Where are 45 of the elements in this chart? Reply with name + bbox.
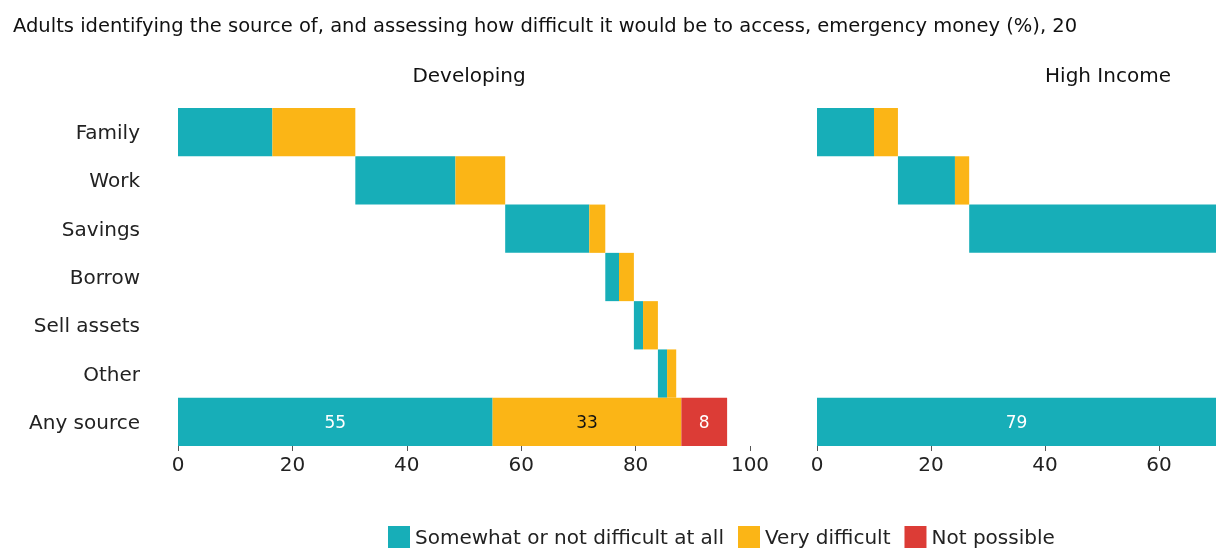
bar (589, 204, 606, 253)
bar (633, 301, 644, 350)
bar (897, 156, 955, 205)
bar (643, 301, 658, 350)
y-tick-label: Work (89, 168, 141, 193)
legend-label: Very difficult (764, 525, 891, 549)
y-tick-label: Any source (29, 409, 140, 434)
bar (817, 108, 874, 157)
bar (272, 108, 356, 157)
bar (505, 204, 590, 253)
bar (455, 156, 506, 205)
bar (619, 252, 634, 302)
bar (178, 397, 493, 446)
x-tick-label: 80 (622, 452, 649, 476)
y-tick-label: Savings (61, 216, 140, 241)
chart-title: High Income (1045, 63, 1171, 87)
x-tick-label: 20 (279, 452, 306, 476)
x-tick-label: 40 (1032, 452, 1058, 476)
x-tick-label: 40 (394, 452, 420, 476)
x-tick-label: 0 (810, 452, 824, 476)
data-label: 8 (698, 411, 710, 432)
bar (954, 156, 970, 205)
x-tick-label: 20 (918, 452, 944, 476)
chart-subtitle: Developing (412, 63, 526, 87)
bar (605, 252, 620, 302)
x-tick-label: 60 (1146, 452, 1172, 476)
data-label: 33 (576, 411, 598, 432)
bar (178, 108, 273, 157)
bar (874, 108, 898, 157)
y-tick-label: Family (75, 120, 141, 145)
data-label: 79 (1005, 411, 1028, 432)
chart-title: Adults identifying the source of, and assessing how difficult it would be to access, emergency money (%), 20 (13, 13, 1078, 37)
bar (681, 397, 728, 446)
x-tick-label: 100 (730, 452, 770, 476)
x-tick-label: 0 (171, 452, 185, 476)
y-tick-label: Borrow (69, 265, 140, 289)
x-tick-label: 60 (508, 452, 534, 476)
bar (355, 156, 456, 205)
y-tick-label: Sell assets (33, 313, 140, 338)
bar (657, 349, 668, 398)
legend-label: Somewhat or not difficult at all (415, 525, 724, 549)
bar (969, 204, 1216, 253)
data-label: 55 (324, 411, 347, 432)
y-tick-label: Other (83, 361, 141, 386)
legend-label: Not possible (931, 525, 1055, 549)
